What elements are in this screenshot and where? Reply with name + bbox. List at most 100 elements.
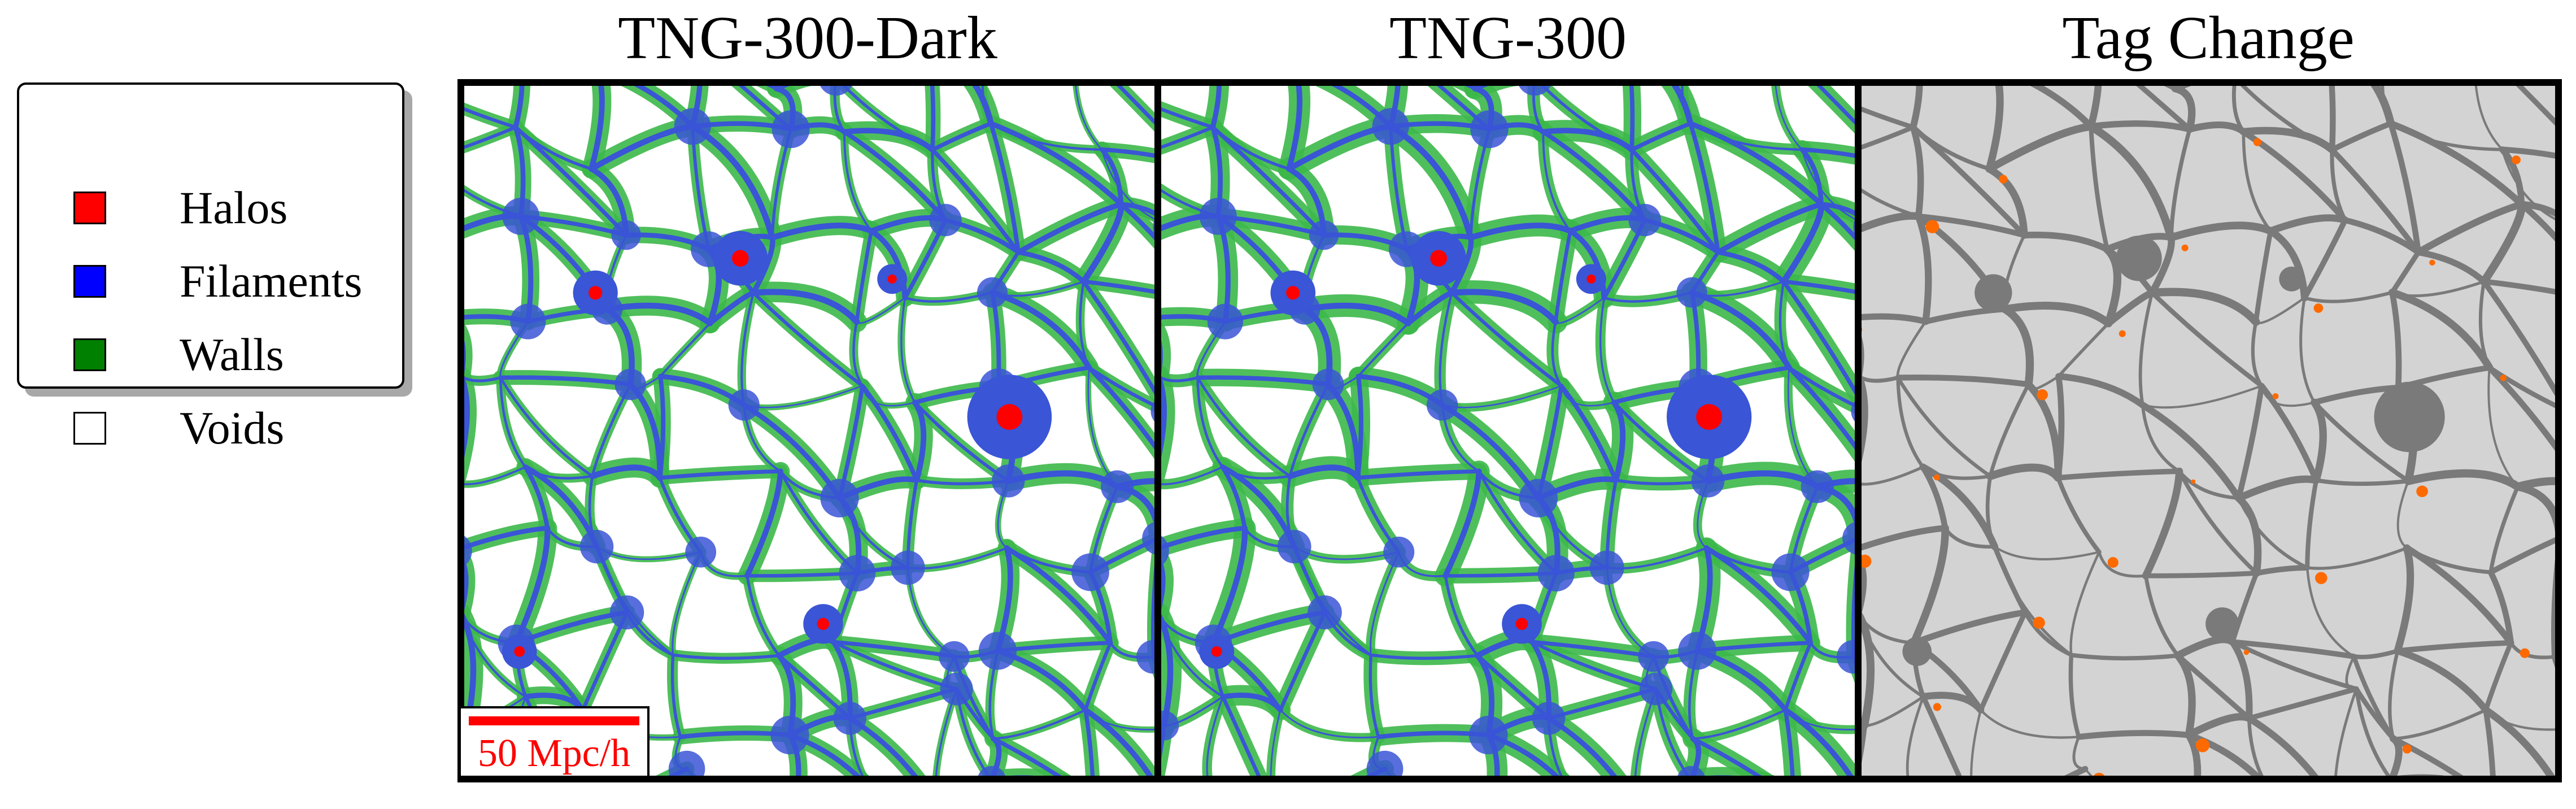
filament-line: [1220, 464, 1247, 530]
filament-line: [1467, 223, 1574, 241]
structure-line: [2329, 147, 2421, 255]
filament-line: [1541, 129, 1647, 223]
filament-line: [670, 653, 682, 739]
legend-swatch-walls: [73, 338, 106, 371]
structure-line: [1862, 466, 1925, 486]
structure-line: [1993, 545, 2073, 656]
filament-line: [1775, 86, 1803, 151]
structure-line: [2141, 384, 2263, 409]
structure-line: [1862, 722, 1868, 764]
filament-line: [1099, 147, 1124, 207]
structure-line: [1862, 313, 1929, 325]
filament-line: [513, 525, 551, 646]
filament-line: [1118, 202, 1154, 216]
halo-blob: [1430, 250, 1448, 267]
filament-line: [1540, 128, 1634, 153]
legend-swatch-voids: [73, 412, 106, 445]
scale-bar-label: 50 Mpc/h: [477, 732, 631, 775]
structure-line: [2501, 148, 2555, 220]
structure-line: [2389, 289, 2402, 391]
tag-change-spot: [2181, 244, 2189, 251]
filament-line: [1799, 147, 1824, 207]
halo-blob: [1211, 646, 1222, 657]
panel-title-tng300-dark: TNG-300-Dark: [618, 5, 997, 72]
filament-node: [820, 86, 852, 96]
filament-line: [1087, 365, 1154, 450]
filament-line: [1075, 86, 1103, 151]
structure-line: [2478, 280, 2491, 369]
structure-line: [2069, 653, 2180, 661]
panel-tng300: [1154, 79, 1862, 782]
filament-line: [1081, 279, 1154, 395]
filament-line: [746, 574, 781, 657]
filament-line: [1161, 376, 1200, 382]
filament-line: [1083, 641, 1113, 712]
structure-line: [2387, 120, 2422, 255]
filament-line: [831, 640, 958, 691]
filament-line: [513, 86, 525, 130]
filament-line: [1210, 525, 1248, 646]
filament-node: [1150, 401, 1154, 421]
structure-line: [2138, 291, 2154, 407]
tag-change-spot: [2119, 330, 2126, 337]
panel-title-tng300: TNG-300: [1389, 5, 1627, 72]
filament-line: [1444, 574, 1479, 657]
tag-change-spot: [1862, 554, 1872, 568]
structure-line: [2482, 706, 2555, 776]
structure-line: [2481, 279, 2555, 295]
legend: Halos Filaments Walls Voids: [17, 82, 404, 451]
filament-line: [1355, 374, 1363, 480]
legend-item-walls: Walls: [73, 327, 284, 383]
tag-change-spot: [2429, 259, 2435, 266]
structure-line: [1910, 609, 2029, 646]
filament-node: [1628, 203, 1662, 237]
tag-change-spot: [2272, 393, 2279, 399]
structure-node: [2116, 235, 2162, 281]
structure-line: [2483, 707, 2496, 776]
filament-node: [614, 368, 646, 401]
filament-line: [1161, 559, 1166, 610]
structure-line: [2021, 232, 2111, 253]
structure-line: [2396, 480, 2410, 550]
filament-node: [992, 464, 1025, 498]
filament-line: [464, 376, 470, 458]
filament-node: [1639, 672, 1673, 706]
filament-line: [843, 131, 873, 232]
structure-line: [2143, 571, 2259, 579]
filament-line: [1116, 86, 1154, 125]
filament-line: [1629, 121, 1693, 152]
filament-line: [1780, 201, 1825, 285]
filament-node: [1199, 198, 1237, 235]
structure-line: [2388, 649, 2400, 741]
structure-line: [1896, 376, 1925, 469]
structure-line: [2247, 716, 2264, 776]
tag-change-spot: [2243, 649, 2250, 655]
filament-line: [1634, 688, 1657, 776]
structure-line: [2023, 610, 2073, 657]
filament-line: [842, 129, 948, 223]
filament-node: [464, 536, 472, 566]
scale-bar-line: [469, 716, 639, 725]
halo-blob: [1696, 404, 1723, 430]
structure-line: [2518, 201, 2555, 217]
filament-node: [1136, 640, 1154, 674]
structure-line: [1910, 124, 2027, 238]
structure-line: [2488, 484, 2520, 575]
structure-line: [2139, 401, 2242, 502]
filament-line: [1715, 201, 1824, 255]
structure-node: [2374, 381, 2445, 453]
filament-line: [464, 466, 526, 485]
filament-line: [1819, 202, 1855, 241]
structure-line: [2474, 86, 2504, 151]
filament-line: [1611, 399, 1626, 483]
tag-change-spot: [2512, 155, 2521, 164]
filament-line: [751, 234, 775, 295]
filament-line: [751, 291, 865, 388]
filament-line: [1015, 250, 1086, 284]
filament-line: [935, 688, 958, 776]
filament-line: [1671, 86, 1694, 127]
structure-line: [2306, 566, 2355, 658]
filament-node: [1801, 470, 1834, 503]
tag-change-spot: [2253, 138, 2262, 146]
filament-node: [1836, 640, 1855, 674]
